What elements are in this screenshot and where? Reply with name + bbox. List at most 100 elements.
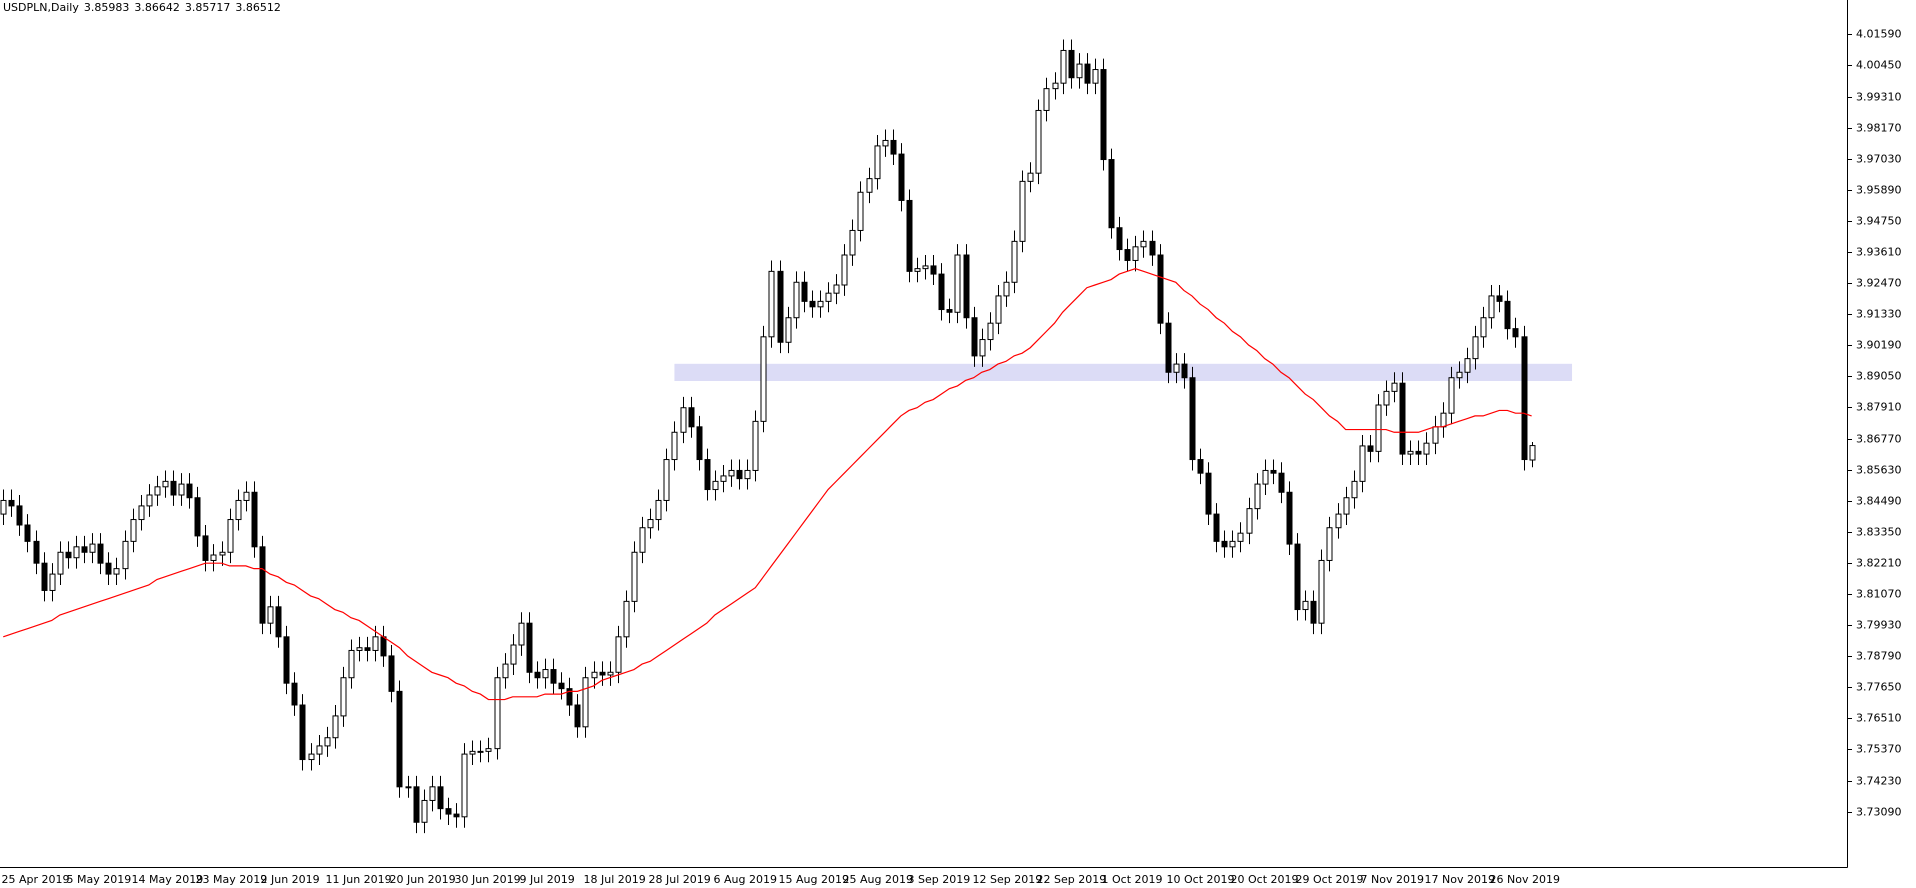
y-tick-label: 3.85630: [1856, 464, 1902, 477]
candle-body: [364, 647, 371, 651]
candle-body: [1423, 442, 1430, 455]
candle-body: [938, 273, 945, 311]
x-tick-label: 7 Nov 2019: [1361, 873, 1424, 886]
y-tick-label: 3.79930: [1856, 619, 1902, 632]
candle-body: [712, 480, 719, 491]
candle-body: [1068, 49, 1075, 79]
candle-body: [1270, 469, 1277, 474]
candle-body: [518, 622, 525, 646]
candle-body: [1464, 358, 1471, 373]
candle-body: [1116, 227, 1123, 251]
y-tick-label: 3.92470: [1856, 277, 1902, 290]
candle-body: [259, 546, 266, 624]
candle-body: [1391, 382, 1398, 392]
candle-body: [785, 317, 792, 343]
candle-body: [485, 748, 492, 752]
candle-body: [728, 469, 735, 477]
candle-body: [283, 636, 290, 684]
candle-body: [130, 519, 137, 542]
candle-body: [1254, 483, 1261, 510]
candle-body: [113, 568, 120, 575]
candle-body: [639, 527, 646, 553]
candle-body: [1286, 491, 1293, 545]
candle-body: [744, 469, 751, 480]
candle-body: [356, 647, 363, 651]
candle-body: [1011, 240, 1018, 283]
y-tick-label: 3.73090: [1856, 806, 1902, 819]
candle-body: [1124, 249, 1131, 261]
y-tick-label: 3.82210: [1856, 557, 1902, 570]
candle-body: [510, 644, 517, 665]
candle-body: [502, 663, 509, 679]
candle-body: [1157, 254, 1164, 324]
candle-body: [194, 497, 201, 537]
candle-body: [1189, 377, 1196, 461]
candle-body: [866, 178, 873, 193]
candle-body: [469, 750, 476, 755]
candle-body: [914, 268, 921, 272]
candle-body: [243, 491, 250, 501]
candle-body: [1399, 382, 1406, 455]
candle-body: [1003, 281, 1010, 297]
candle-body: [1343, 497, 1350, 515]
y-tick-label: 3.94750: [1856, 215, 1902, 228]
candle-body: [396, 690, 403, 788]
y-tick-label: 3.76510: [1856, 712, 1902, 725]
candle-body: [1302, 600, 1309, 611]
x-tick-label: 29 Oct 2019: [1296, 873, 1364, 886]
candle-body: [24, 524, 31, 542]
candle-body: [1351, 480, 1358, 499]
candle-body: [1221, 540, 1228, 548]
y-tick-label: 4.01590: [1856, 28, 1902, 41]
candle-body: [768, 270, 775, 338]
x-tick-label: 25 Aug 2019: [843, 873, 913, 886]
candle-body: [1149, 240, 1156, 256]
candle-body: [267, 606, 274, 624]
x-tick-label: 11 Jun 2019: [326, 873, 392, 886]
candle-body: [833, 284, 840, 294]
y-tick-label: 3.99310: [1856, 91, 1902, 104]
candle-body: [1383, 390, 1390, 406]
candle-body: [178, 483, 185, 496]
candle-body: [1335, 513, 1342, 529]
candle-body: [1480, 317, 1487, 338]
candle-body: [49, 573, 56, 591]
candle-body: [1019, 180, 1026, 242]
moving-average: [3, 268, 1532, 701]
candle-body: [1521, 336, 1528, 461]
candle-body: [647, 519, 654, 529]
candle-body: [817, 300, 824, 308]
candle-body: [963, 254, 970, 319]
candle-body: [615, 636, 622, 673]
candle-body: [1318, 559, 1325, 624]
candle-body: [954, 254, 961, 313]
x-tick-label: 12 Sep 2019: [973, 873, 1043, 886]
candle-body: [105, 562, 112, 575]
candle-body: [202, 535, 209, 561]
candle-body: [550, 669, 557, 684]
candle-body: [170, 480, 177, 496]
candle-body: [801, 281, 808, 302]
chart-header: USDPLN,Daily 3.85983 3.86642 3.85717 3.86512: [3, 1, 286, 14]
candle-body: [696, 426, 703, 461]
candle-body: [1246, 508, 1253, 534]
candle-body: [688, 407, 695, 428]
candle-body: [275, 606, 282, 638]
candle-body: [73, 546, 80, 559]
candle-body: [154, 486, 161, 496]
candle-body: [906, 199, 913, 272]
candle-body: [1092, 69, 1099, 84]
candle-body: [825, 292, 832, 302]
candle-body: [413, 786, 420, 823]
candle-body: [995, 295, 1002, 324]
candle-body: [582, 677, 589, 728]
candle-body: [308, 753, 315, 761]
candle-body: [227, 519, 234, 553]
support-zone: [674, 363, 1573, 381]
x-tick-label: 2 Jun 2019: [261, 873, 320, 886]
candle-body: [1294, 543, 1301, 611]
y-tick-label: 3.95890: [1856, 184, 1902, 197]
candle-body: [41, 562, 48, 591]
x-tick-label: 30 Jun 2019: [455, 873, 521, 886]
y-tick-label: 3.93610: [1856, 246, 1902, 259]
